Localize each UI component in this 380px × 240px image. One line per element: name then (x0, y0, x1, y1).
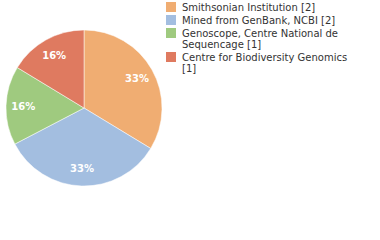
pie (6, 30, 162, 186)
data-label: 33% (125, 73, 149, 84)
legend-swatch (166, 15, 176, 25)
legend-label: Mined from GenBank, NCBI [2] (182, 15, 335, 26)
data-label: 16% (11, 101, 35, 112)
legend-label: Smithsonian Institution [2] (182, 2, 315, 13)
pie-slice (17, 30, 84, 108)
legend-label: Genoscope, Centre National deSequencage … (182, 28, 338, 50)
legend: Smithsonian Institution [2] Mined from Ge… (166, 2, 347, 74)
legend-swatch (166, 52, 176, 62)
data-labels: 33% 33% 16% 16% (11, 49, 149, 174)
data-label: 33% (70, 163, 94, 174)
legend-swatch (166, 28, 176, 38)
data-label: 16% (42, 49, 66, 60)
legend-swatch (166, 2, 176, 12)
chart: 33% 33% 16% 16% Smithsonian Institution [2] M… (0, 0, 380, 240)
legend-label: Centre for Biodiversity Genomics[1] (182, 52, 347, 74)
